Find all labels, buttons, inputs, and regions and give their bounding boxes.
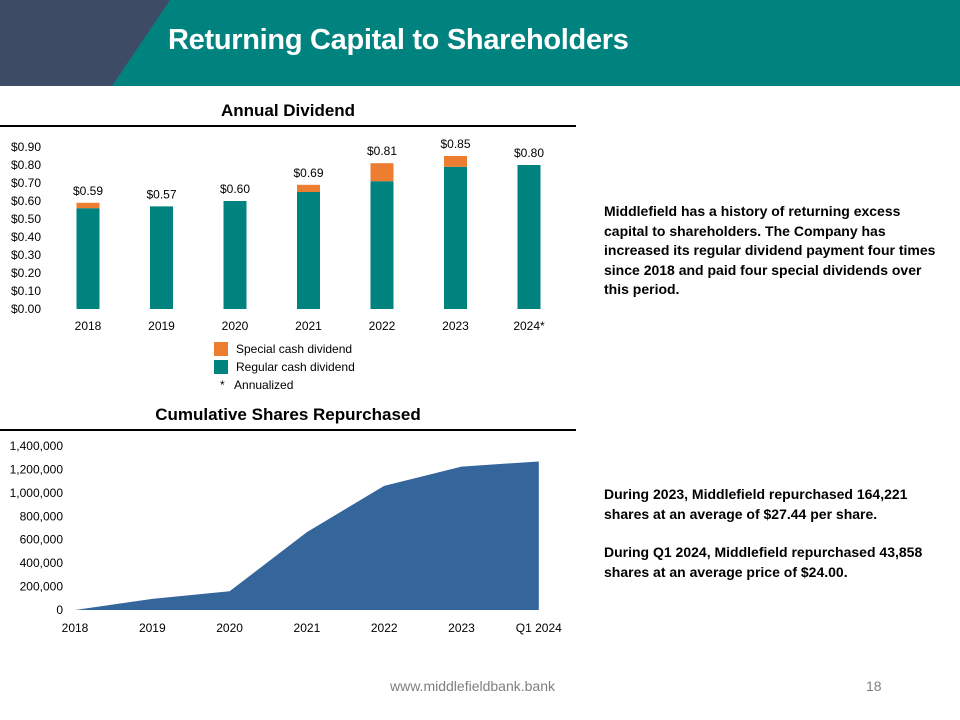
dividend-bar-chart: $0.00 $0.10 $0.20 $0.30 $0.40 $0.50 $0.60 $0.70…: [11, 137, 545, 333]
repurchase-note-2023: During 2023, Middlefield repurchased 164…: [604, 486, 908, 522]
y-tick-label: 200,000: [20, 580, 64, 594]
bar-regular-2018: [76, 208, 100, 309]
data-label: $0.81: [367, 144, 397, 158]
y-tick-label: 400,000: [20, 556, 64, 570]
bar-special-2023: [444, 156, 467, 167]
y-tick-label: $0.40: [11, 230, 41, 244]
data-label: $0.85: [440, 137, 470, 151]
y-tick-label: 800,000: [20, 509, 64, 523]
x-tick-label: 2021: [295, 319, 322, 333]
legend-label-special: Special cash dividend: [236, 342, 353, 356]
dividend-title-rule: [0, 125, 576, 127]
bar-regular-2021: [297, 192, 320, 309]
x-tick-label: 2023: [448, 621, 475, 635]
legend-item-regular: Regular cash dividend: [214, 358, 355, 376]
y-tick-label: $0.00: [11, 302, 41, 316]
header-slate-accent: [0, 0, 170, 86]
legend-item-special: Special cash dividend: [214, 340, 355, 358]
x-tick-label: 2024*: [513, 319, 545, 333]
data-label: $0.57: [146, 187, 176, 201]
x-tick-label: 2022: [371, 621, 398, 635]
x-tick-label: 2022: [369, 319, 396, 333]
area-series-shares: [75, 461, 539, 610]
y-tick-label: $0.30: [11, 248, 41, 262]
data-label: $0.59: [73, 184, 103, 198]
data-label: $0.80: [514, 146, 544, 160]
y-tick-label: 600,000: [20, 533, 64, 547]
page-title: Returning Capital to Shareholders: [168, 24, 629, 56]
y-tick-label: $0.90: [11, 140, 41, 154]
x-tick-label: Q1 2024: [516, 621, 562, 635]
bar-regular-2020: [223, 201, 247, 309]
y-tick-label: $0.80: [11, 158, 41, 172]
y-tick-label: $0.60: [11, 194, 41, 208]
repurchase-title-rule: [0, 429, 576, 431]
bar-regular-2022: [370, 181, 394, 309]
bar-special-2021: [297, 184, 320, 192]
annualized-footnote: * Annualized: [220, 378, 294, 392]
bar-regular-2024: [517, 165, 541, 309]
page-number: 18: [866, 678, 882, 694]
legend-footnote: * Annualized: [214, 376, 355, 394]
bar-regular-2023: [444, 166, 467, 309]
legend-swatch-regular: [214, 360, 228, 374]
repurchase-note-q1-2024: During Q1 2024, Middlefield repurchased …: [604, 544, 923, 580]
dividend-legend: Special cash dividend Regular cash divid…: [214, 340, 355, 394]
x-tick-label: 2018: [62, 621, 89, 635]
y-tick-label: 1,400,000: [10, 439, 64, 453]
y-tick-label: 1,200,000: [10, 462, 64, 476]
repurchase-chart-title: Cumulative Shares Repurchased: [155, 405, 421, 424]
y-tick-label: 1,000,000: [10, 486, 64, 500]
legend-label-regular: Regular cash dividend: [236, 360, 355, 374]
data-label: $0.60: [220, 182, 250, 196]
bar-special-2018: [76, 202, 100, 209]
dividend-chart-title: Annual Dividend: [220, 101, 356, 120]
data-label: $0.69: [293, 166, 323, 180]
dividend-note: Middlefield has a history of returning e…: [604, 203, 936, 297]
x-tick-label: 2019: [139, 621, 166, 635]
header-shapes: [0, 0, 960, 86]
y-tick-label: $0.50: [11, 212, 41, 226]
legend-swatch-special: [214, 342, 228, 356]
y-tick-label: $0.20: [11, 266, 41, 280]
bar-regular-2019: [150, 206, 173, 309]
y-tick-label: $0.70: [11, 176, 41, 190]
y-tick-label: 0: [56, 603, 63, 617]
x-tick-label: 2020: [216, 621, 243, 635]
x-tick-label: 2021: [294, 621, 321, 635]
bar-special-2022: [370, 163, 394, 182]
y-tick-label: $0.10: [11, 284, 41, 298]
x-tick-label: 2018: [75, 319, 102, 333]
header-banner: Returning Capital to Shareholders: [0, 0, 960, 86]
repurchase-area-chart: 0 200,000 400,000 600,000 800,000 1,000,000 1,…: [10, 439, 563, 635]
x-tick-label: 2020: [222, 319, 249, 333]
footer-website[interactable]: www.middlefieldbank.bank: [390, 678, 555, 694]
x-tick-label: 2023: [442, 319, 469, 333]
x-tick-label: 2019: [148, 319, 175, 333]
